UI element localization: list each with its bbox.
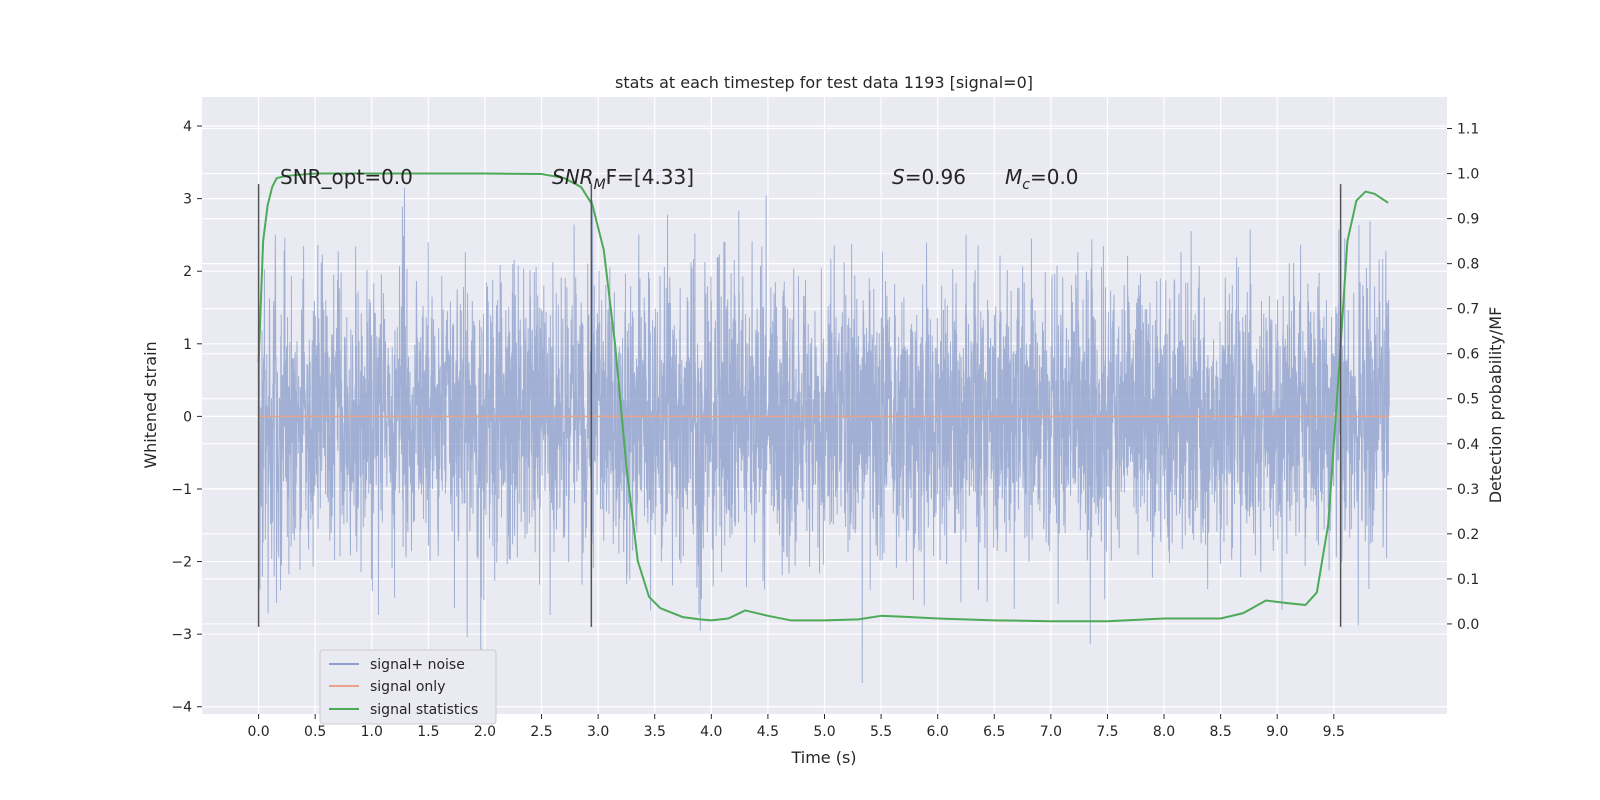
legend: signal+ noise signal only signal statist… [319, 649, 497, 725]
y-tick-label-5: −1 [171, 482, 192, 498]
y-tick-label-7: −3 [171, 627, 192, 643]
x-tick-label-3: 1.5 [417, 724, 439, 740]
y2-tick-label-10: 0.1 [1457, 572, 1479, 588]
x-tick-label-19: 9.5 [1323, 724, 1345, 740]
y2-tick-label-5: 0.6 [1457, 347, 1479, 363]
y2-tick-label-3: 0.8 [1457, 257, 1479, 273]
x-tick-label-16: 8.0 [1153, 724, 1175, 740]
annotation-snr-mf-rest: F=[4.33] [606, 165, 694, 189]
y-axis-right: 1.1 1.0 0.9 0.8 0.7 0.6 0.5 0.4 0.3 0.2 0.1 0.0 [1447, 122, 1479, 633]
x-tick-label-4: 2.0 [474, 724, 496, 740]
x-tick-label-12: 6.0 [927, 724, 949, 740]
x-tick-label-10: 5.0 [813, 724, 835, 740]
y-tick-label-2: 2 [183, 264, 192, 280]
x-tick-label-13: 6.5 [983, 724, 1005, 740]
y2-tick-label-0: 1.1 [1457, 122, 1479, 138]
x-tick-label-5: 2.5 [530, 724, 552, 740]
x-tick-label-14: 7.0 [1040, 724, 1062, 740]
annotation-s-rest: =0.96 [905, 165, 966, 189]
legend-label-signal-noise: signal+ noise [370, 657, 465, 673]
y2-tick-label-7: 0.4 [1457, 437, 1479, 453]
x-tick-label-1: 0.5 [304, 724, 326, 740]
chart-title: stats at each timestep for test data 119… [615, 73, 1033, 92]
y2-axis-label: Detection probability/MF [1486, 307, 1505, 504]
y2-tick-label-11: 0.0 [1457, 617, 1479, 633]
y-tick-label-1: 3 [183, 192, 192, 208]
y-tick-label-6: −2 [171, 555, 192, 571]
x-tick-label-17: 8.5 [1210, 724, 1232, 740]
y-tick-label-8: −4 [171, 700, 192, 716]
y-tick-label-0: 4 [183, 119, 192, 135]
x-axis: 0.0 0.5 1.0 1.5 2.0 2.5 3.0 3.5 4.0 4.5 5.0 5.5 6.0 6… [247, 714, 1345, 740]
x-tick-label-8: 4.0 [700, 724, 722, 740]
annotation-snr-opt: SNR_opt=0.0 [280, 165, 413, 189]
y-tick-label-3: 1 [183, 337, 192, 353]
x-axis-label: Time (s) [790, 748, 856, 767]
y-axis-left: 4 3 2 1 0 −1 −2 −3 −4 [171, 119, 202, 716]
x-tick-label-15: 7.5 [1096, 724, 1118, 740]
legend-label-signal-only: signal only [370, 679, 445, 695]
y2-tick-label-2: 0.9 [1457, 212, 1479, 228]
y2-tick-label-8: 0.3 [1457, 482, 1479, 498]
annotation-mc: Mc=0.0 [1005, 165, 1079, 193]
legend-box [319, 649, 497, 725]
y-tick-label-4: 0 [183, 409, 192, 425]
y2-tick-label-1: 1.0 [1457, 167, 1479, 183]
annotations: SNR_opt=0.0 SNRMF=[4.33] S=0.96 Mc=0.0 [280, 165, 1079, 193]
annotation-s: S=0.96 [892, 165, 966, 189]
vertical-markers [257, 184, 1342, 627]
series-signal-statistics-line [257, 172, 1389, 623]
legend-label-signal-statistics: signal statistics [370, 702, 478, 718]
series-signal-noise-line [258, 187, 1390, 684]
annotation-snr-mf-sub: M [594, 177, 606, 193]
y-axis-label: Whitened strain [141, 341, 160, 468]
y2-tick-label-6: 0.5 [1457, 392, 1479, 408]
x-tick-label-7: 3.5 [644, 724, 666, 740]
x-tick-label-9: 4.5 [757, 724, 779, 740]
x-tick-label-2: 1.0 [361, 724, 383, 740]
x-tick-label-0: 0.0 [247, 724, 269, 740]
annotation-mc-main: M [1005, 165, 1022, 189]
y2-tick-label-9: 0.2 [1457, 527, 1479, 543]
x-tick-label-11: 5.5 [870, 724, 892, 740]
annotation-snr-mf-main: SNR [552, 165, 594, 189]
annotation-snr-mf: SNRMF=[4.33] [552, 165, 694, 193]
data-layer [257, 172, 1390, 684]
y2-tick-label-4: 0.7 [1457, 302, 1479, 318]
annotation-s-main: S [892, 165, 905, 189]
x-tick-label-18: 9.0 [1266, 724, 1288, 740]
annotation-mc-sub: c [1022, 177, 1030, 193]
annotation-mc-rest: =0.0 [1030, 165, 1079, 189]
x-tick-label-6: 3.0 [587, 724, 609, 740]
